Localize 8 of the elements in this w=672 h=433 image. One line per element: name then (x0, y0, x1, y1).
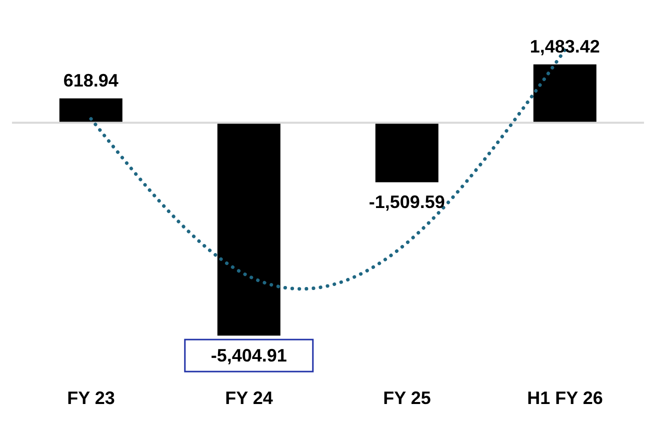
x-tick-label: FY 25 (383, 388, 431, 408)
x-tick-label: FY 24 (225, 388, 273, 408)
x-tick-label: FY 23 (67, 388, 115, 408)
x-tick-label: H1 FY 26 (527, 388, 603, 408)
data-label: -1,509.59 (368, 192, 445, 212)
data-label: 1,483.42 (530, 36, 600, 56)
data-label: 618.94 (63, 70, 118, 90)
data-label: -5,404.91 (210, 346, 287, 366)
